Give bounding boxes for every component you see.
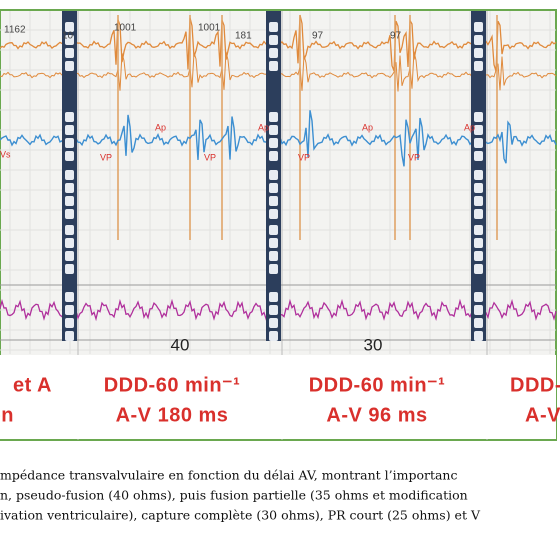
toolbar-button[interactable]	[474, 318, 483, 328]
toolbar-button[interactable]	[65, 170, 74, 180]
event-label: VP	[100, 152, 112, 162]
toolbars	[62, 11, 486, 341]
marker-label: 181	[235, 31, 252, 42]
panel-label: 40	[171, 335, 190, 354]
toolbar-button[interactable]	[269, 292, 278, 302]
event-label: Ap	[258, 122, 269, 132]
marker-label: 97	[312, 31, 324, 42]
toolbar-button[interactable]	[269, 22, 278, 32]
toolbar-button[interactable]	[269, 170, 278, 180]
toolbar-button[interactable]	[65, 138, 74, 148]
toolbar-button[interactable]	[474, 170, 483, 180]
toolbar-button[interactable]	[65, 238, 74, 248]
toolbar-button[interactable]	[269, 48, 278, 58]
toolbar-button[interactable]	[474, 48, 483, 58]
toolbar-button[interactable]	[65, 48, 74, 58]
toolbar-button[interactable]	[269, 209, 278, 219]
mode-line: A-V 180 ms	[116, 404, 229, 426]
toolbar-button[interactable]	[65, 264, 74, 274]
mode-line: A-V	[525, 404, 560, 426]
marker-label: 1001	[114, 23, 137, 34]
toolbar-button[interactable]	[474, 225, 483, 235]
toolbar-button[interactable]	[269, 305, 278, 315]
toolbar-button[interactable]	[474, 151, 483, 161]
toolbar-button[interactable]	[474, 22, 483, 32]
toolbar-button[interactable]	[65, 318, 74, 328]
toolbar-button[interactable]	[474, 305, 483, 315]
toolbar-button[interactable]	[474, 112, 483, 122]
mode-line: DDD-60 min⁻¹	[309, 374, 446, 396]
toolbar-button[interactable]	[269, 225, 278, 235]
toolbar-button[interactable]	[65, 251, 74, 261]
toolbar-button[interactable]	[474, 331, 483, 341]
mode-band	[0, 355, 556, 439]
toolbar-button[interactable]	[269, 35, 278, 45]
toolbar-button[interactable]	[65, 305, 74, 315]
caption-line: n, pseudo-fusion (40 ohms), puis fusion …	[0, 488, 468, 503]
event-label: Ap	[464, 122, 475, 132]
marker-label: 97	[390, 31, 402, 42]
toolbar-button[interactable]	[474, 125, 483, 135]
marker-label: 1162	[4, 25, 26, 36]
toolbar-button[interactable]	[65, 196, 74, 206]
toolbar-button[interactable]	[65, 183, 74, 193]
labels: 1162 10 1001 1001 181 97 97 Vs Ap VP Ap VP Ap VP Ap VP 4…	[0, 23, 560, 523]
mode-line: A-V 96 ms	[326, 404, 427, 426]
toolbar-button[interactable]	[474, 183, 483, 193]
toolbar-button[interactable]	[65, 151, 74, 161]
toolbar-button[interactable]	[65, 61, 74, 71]
toolbar-button[interactable]	[269, 138, 278, 148]
toolbar-button[interactable]	[474, 264, 483, 274]
toolbar-button[interactable]	[269, 61, 278, 71]
toolbar-button[interactable]	[269, 112, 278, 122]
toolbar-button[interactable]	[269, 183, 278, 193]
event-label: Ap	[362, 122, 373, 132]
toolbar-button[interactable]	[65, 225, 74, 235]
event-label: Ap	[155, 122, 166, 132]
toolbar-button[interactable]	[269, 125, 278, 135]
mode-line: on	[0, 404, 14, 426]
panel-label: 30	[364, 335, 383, 354]
event-label: VP	[204, 152, 216, 162]
toolbar-button[interactable]	[269, 196, 278, 206]
mode-line: et A	[13, 374, 52, 396]
toolbar-button[interactable]	[269, 238, 278, 248]
toolbar-button[interactable]	[65, 125, 74, 135]
toolbar-button[interactable]	[269, 251, 278, 261]
event-label: VP	[298, 152, 310, 162]
toolbar-button[interactable]	[65, 35, 74, 45]
toolbar-button[interactable]	[474, 61, 483, 71]
toolbar-button[interactable]	[269, 318, 278, 328]
mode-line: DDD-	[510, 374, 560, 396]
toolbar-button[interactable]	[269, 331, 278, 341]
toolbar-button[interactable]	[474, 292, 483, 302]
caption-line: mpédance transvalvulaire en fonction du …	[0, 468, 457, 483]
event-label: VP	[408, 152, 420, 162]
toolbar-button[interactable]	[474, 209, 483, 219]
toolbar-button[interactable]	[65, 22, 74, 32]
toolbar-button[interactable]	[65, 331, 74, 341]
toolbar-button[interactable]	[269, 151, 278, 161]
toolbar-button[interactable]	[269, 264, 278, 274]
marker-label: 10	[62, 31, 74, 42]
marker-label: 1001	[198, 23, 221, 34]
toolbar-button[interactable]	[474, 196, 483, 206]
toolbar-button[interactable]	[65, 209, 74, 219]
toolbar-button[interactable]	[65, 112, 74, 122]
toolbar-button[interactable]	[474, 35, 483, 45]
toolbar-button[interactable]	[474, 238, 483, 248]
mode-line: DDD-60 min⁻¹	[104, 374, 241, 396]
toolbar-button[interactable]	[474, 251, 483, 261]
caption-line: ivation ventriculaire), capture complète…	[0, 508, 481, 523]
toolbar-button[interactable]	[65, 292, 74, 302]
grid	[0, 11, 556, 440]
toolbar-button[interactable]	[474, 138, 483, 148]
event-label: Vs	[0, 149, 11, 159]
